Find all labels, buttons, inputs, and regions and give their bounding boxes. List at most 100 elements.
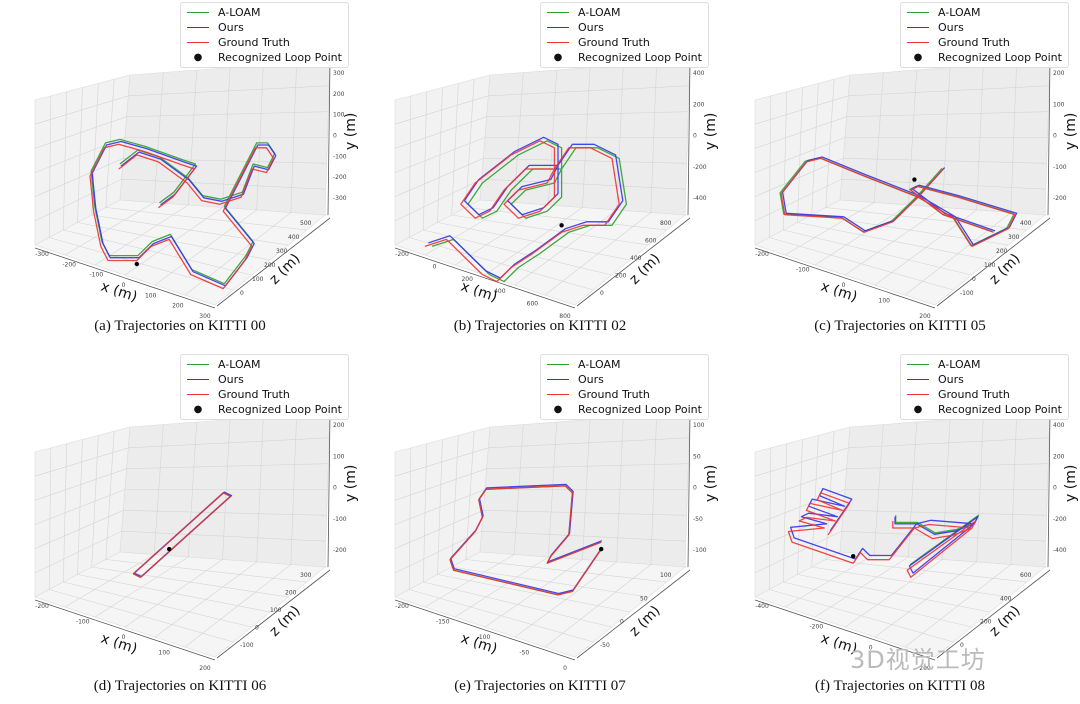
x-tick-label: 0 [433, 263, 437, 270]
legend-label: Recognized Loop Point [578, 51, 702, 64]
x-axis-label: x (m) [99, 631, 139, 658]
y-axis-label: y (m) [703, 465, 719, 502]
legend-line-icon [187, 12, 209, 13]
y-tick-label: 0 [693, 133, 697, 140]
legend-dot-icon: ● [913, 404, 923, 415]
y-tick-label: -200 [693, 164, 707, 171]
legend-item: ● Recognized Loop Point [187, 402, 342, 417]
legend-label: Ours [218, 21, 244, 34]
legend-item: Ground Truth [907, 387, 1062, 402]
axes [754, 411, 1051, 661]
x-axis-label: x (m) [459, 631, 499, 658]
x-tick-label: 300 [199, 313, 211, 320]
legend-line-icon [547, 379, 569, 380]
z-tick-label: 200 [996, 248, 1008, 255]
legend-item: Ground Truth [547, 35, 702, 50]
series-ground-truth [89, 143, 275, 290]
z-tick-label: 100 [252, 276, 264, 283]
x-tick-label: -200 [810, 624, 824, 631]
z-tick-label: -100 [240, 642, 254, 649]
legend-dot-icon: ● [913, 52, 923, 63]
chart-svg: -200 -150 -100 -50 0 100 50 0 -50 -100 -50 0 50 100 x … [394, 411, 719, 672]
legend-label: Ours [218, 373, 244, 386]
series-ground-truth [449, 485, 602, 596]
legend-item: ● Recognized Loop Point [187, 50, 342, 65]
series-a-loam [90, 138, 276, 285]
panel-kitti-05: -200 -100 0 100 200 200 100 0 -100 -200 -100 0 100 20… [720, 0, 1080, 352]
z-tick-label: 600 [645, 238, 657, 245]
x-axis-label: x (m) [99, 279, 139, 306]
x-tick-label: 400 [494, 288, 506, 295]
legend: A-LOAM Ours Ground Truth ● Recognized Loop P… [540, 354, 709, 420]
x-tick-label: 100 [159, 650, 171, 657]
legend-line-icon [547, 12, 569, 13]
y-tick-label: 200 [333, 91, 345, 98]
y-tick-label: 50 [693, 453, 701, 460]
series-ground-truth [780, 157, 1016, 248]
panel-kitti-07: -200 -150 -100 -50 0 100 50 0 -50 -100 -50 0 50 100 x … [360, 352, 720, 704]
legend-line-icon [547, 364, 569, 365]
legend-label: Ours [938, 373, 964, 386]
x-tick-label: 800 [559, 313, 571, 320]
legend-item: A-LOAM [187, 357, 342, 372]
chart-svg: -200 0 200 400 600 800 400 200 0 -200 -400 0 200 400 6… [394, 59, 719, 320]
y-axis-label: y (m) [1063, 465, 1079, 502]
y-tick-label: 200 [1053, 70, 1065, 77]
y-tick-label: -50 [693, 516, 703, 523]
y-tick-label: -400 [1053, 547, 1067, 554]
z-tick-label: 0 [600, 290, 604, 297]
panel-caption: (c) Trajectories on KITTI 05 [814, 318, 986, 334]
x-tick-label: -200 [62, 261, 76, 268]
series-ground-truth [424, 140, 620, 283]
loop-point [134, 261, 139, 267]
legend-label: A-LOAM [938, 358, 981, 371]
legend-label: A-LOAM [218, 6, 261, 19]
legend-item: Ours [187, 20, 342, 35]
z-tick-label: 0 [972, 276, 976, 283]
panel-kitti-08: -400 -200 0 200 400 200 0 -200 -400 0 200 400 600 x (… [720, 352, 1080, 704]
legend-dot-icon: ● [553, 52, 563, 63]
z-tick-label: 200 [980, 619, 992, 626]
legend-item: A-LOAM [547, 357, 702, 372]
z-tick-label: 200 [264, 262, 276, 269]
legend-line-icon [907, 27, 929, 28]
z-tick-label: 500 [300, 220, 312, 227]
x-tick-label: -100 [76, 619, 90, 626]
legend-dot-icon: ● [193, 404, 203, 415]
y-tick-label: 0 [1053, 485, 1057, 492]
legend-item: Ours [907, 20, 1062, 35]
x-tick-label: -400 [755, 603, 769, 610]
legend-label: Ground Truth [578, 388, 650, 401]
z-tick-label: 0 [960, 642, 964, 649]
x-tick-label: 600 [527, 301, 539, 308]
y-tick-label: 100 [693, 422, 705, 429]
legend-line-icon [907, 379, 929, 380]
y-axis-label: y (m) [343, 113, 359, 150]
x-tick-label: 100 [879, 298, 891, 305]
x-tick-label: 200 [172, 303, 184, 310]
legend: A-LOAM Ours Ground Truth ● Recognized Loop P… [180, 354, 349, 420]
x-tick-label: 200 [919, 313, 931, 320]
legend-item: Ground Truth [907, 35, 1062, 50]
legend-label: Ground Truth [218, 388, 290, 401]
legend-label: Recognized Loop Point [218, 51, 342, 64]
panel-kitti-06: -200 -100 0 100 200 200 100 0 -100 -200 -100 0 100 20… [0, 352, 360, 704]
series-ground-truth [787, 492, 977, 578]
x-tick-label: -200 [395, 603, 409, 610]
x-tick-label: 200 [919, 665, 931, 672]
legend-line-icon [547, 394, 569, 395]
x-tick-label: -200 [395, 251, 409, 258]
gridlines [34, 62, 330, 296]
legend-label: A-LOAM [938, 6, 981, 19]
axes [394, 59, 691, 309]
z-tick-label: 400 [1020, 220, 1032, 227]
x-tick-label: 0 [122, 282, 126, 289]
y-tick-label: 100 [1053, 101, 1065, 108]
legend-line-icon [907, 394, 929, 395]
legend-label: Recognized Loop Point [578, 403, 702, 416]
z-tick-label: 50 [640, 595, 648, 602]
panel-caption: (b) Trajectories on KITTI 02 [453, 318, 627, 334]
loop-point [167, 546, 172, 552]
legend-label: A-LOAM [578, 358, 621, 371]
legend-line-icon [187, 27, 209, 28]
